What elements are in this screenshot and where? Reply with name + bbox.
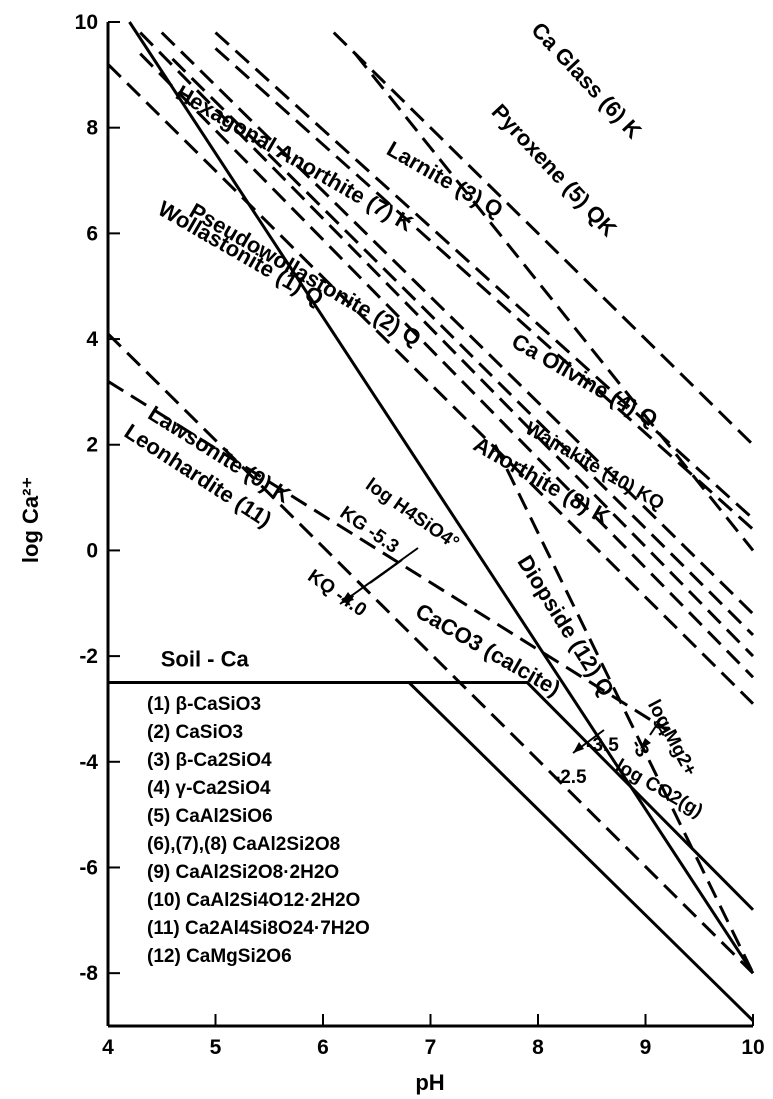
y-tick-label: 10	[75, 11, 98, 34]
y-tick-label: -8	[79, 962, 98, 985]
key-entry: (2) CaSiO3	[147, 722, 243, 743]
series-line-6	[139, 31, 755, 658]
y-tick-label: 8	[86, 117, 98, 140]
curve-label: -3.5	[586, 735, 619, 756]
curve-label: -2.5	[554, 767, 587, 788]
series-line-8	[106, 63, 755, 705]
curve-label: Pyroxene (5) QK	[487, 99, 622, 241]
y-tick-label: 2	[86, 434, 98, 457]
series-line-1	[354, 52, 755, 552]
x-tick-label: 4	[102, 1036, 114, 1059]
x-tick-label: 10	[741, 1036, 764, 1059]
series-line-2	[214, 31, 755, 520]
y-tick-label: 6	[86, 222, 98, 245]
y-tick-label: -6	[79, 856, 98, 879]
curve-label: Soil - Ca	[161, 647, 250, 672]
series-line-5	[171, 57, 755, 637]
curve-label: KQ -4.0	[304, 566, 371, 621]
y-tick-label: -2	[79, 645, 98, 668]
x-tick-label: 7	[425, 1036, 437, 1059]
curve-label: -3	[626, 736, 653, 761]
series-line-7	[139, 52, 755, 679]
key-entry: (11) Ca2Al4Si8O24·7H2O	[147, 918, 370, 939]
series-line-12	[108, 681, 755, 911]
annotation-arrows	[339, 547, 661, 754]
y-tick-label: -4	[79, 751, 98, 774]
series-line-9	[106, 332, 755, 975]
key-entry: (9) CaAl2Si2O8·2H2O	[147, 862, 339, 883]
series-line-11	[493, 444, 755, 974]
x-tick-label: 5	[210, 1036, 222, 1059]
curve-label: Ca Glass (6) K	[526, 17, 646, 143]
x-tick-label: 8	[532, 1036, 544, 1059]
series-line-4	[160, 31, 755, 615]
curve-label: Ca Olivine (4) Q	[508, 328, 662, 432]
curve-label: Wollastonite (1) Q	[154, 196, 328, 311]
formula-key: (1) β-CaSiO3 (2) CaSiO3 (3) β-Ca2SiO4 (4) γ…	[147, 694, 370, 967]
y-tick-label: 0	[86, 539, 98, 562]
y-tick-label: 4	[86, 328, 98, 351]
x-axis-label: pH	[415, 1070, 444, 1095]
key-entry: (5) CaAl2SiO6	[147, 806, 273, 827]
key-entry: (1) β-CaSiO3	[147, 694, 261, 715]
key-entry: (10) CaAl2Si4O12·2H2O	[147, 890, 360, 911]
key-entry: (4) γ-Ca2SiO4	[147, 778, 271, 799]
series-line-0	[332, 31, 755, 446]
y-axis-label: log Ca²⁺	[18, 477, 43, 563]
key-entry: (3) β-Ca2SiO4	[147, 750, 272, 771]
series-line-3	[214, 47, 755, 531]
key-entry: (6),(7),(8) CaAl2Si2O8	[147, 834, 340, 855]
series-line-13	[128, 21, 755, 974]
series-line-10	[107, 380, 668, 732]
x-tick-label: 6	[317, 1036, 329, 1059]
x-tick-label: 9	[640, 1036, 652, 1059]
key-entry: (12) CaMgSi2O6	[147, 946, 292, 967]
series-line-14	[407, 681, 755, 1022]
